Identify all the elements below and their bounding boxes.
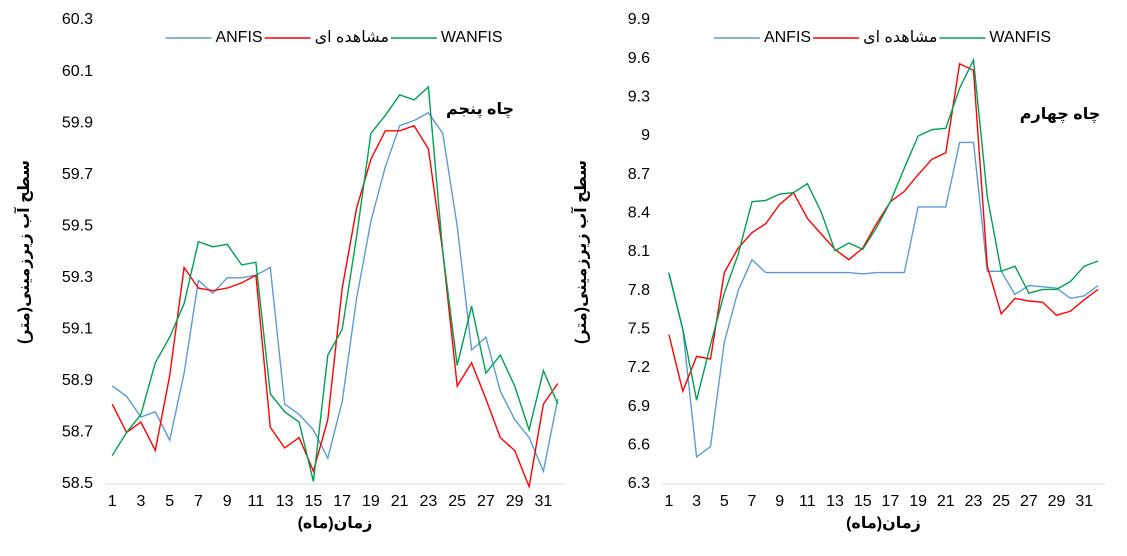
y-tick-label: 8.4 bbox=[628, 205, 650, 222]
x-tick-label: 1 bbox=[664, 493, 673, 510]
y-tick-label: 6.3 bbox=[628, 475, 650, 492]
x-tick-label: 23 bbox=[420, 493, 438, 510]
series-line bbox=[111, 124, 559, 490]
y-axis-title: سطح آب زیرزمینی(متر) bbox=[13, 160, 33, 344]
x-tick-label: 15 bbox=[305, 493, 323, 510]
x-tick-label: 23 bbox=[965, 493, 983, 510]
legend-label: مشاهده ای bbox=[315, 29, 389, 46]
y-tick-label: 58.5 bbox=[62, 475, 93, 492]
chart-title: چاه چهارم bbox=[1020, 106, 1100, 124]
x-tick-label: 21 bbox=[937, 493, 955, 510]
x-tick-label: 3 bbox=[136, 493, 145, 510]
x-tick-label: 29 bbox=[506, 493, 524, 510]
x-axis-title: زمان(ماه) bbox=[846, 515, 921, 532]
x-tick-label: 5 bbox=[165, 493, 174, 510]
x-axis-title: زمان(ماه) bbox=[298, 515, 373, 532]
y-tick-label: 8.1 bbox=[628, 243, 650, 260]
y-tick-label: 60.3 bbox=[62, 11, 93, 28]
x-tick-label: 1 bbox=[108, 493, 117, 510]
y-tick-label: 59.3 bbox=[62, 269, 93, 286]
series-line bbox=[668, 141, 1099, 459]
y-tick-label: 59.9 bbox=[62, 114, 93, 131]
x-tick-label: 9 bbox=[775, 493, 784, 510]
x-tick-label: 27 bbox=[477, 493, 495, 510]
x-tick-label: 11 bbox=[799, 493, 816, 510]
series-line bbox=[668, 57, 1099, 401]
x-tick-label: 27 bbox=[1020, 493, 1038, 510]
x-tick-label: 31 bbox=[1075, 493, 1093, 510]
y-tick-label: 60.1 bbox=[62, 63, 93, 80]
y-tick-label: 6.9 bbox=[628, 398, 650, 415]
x-tick-label: 11 bbox=[248, 493, 265, 510]
y-tick-label: 58.7 bbox=[62, 424, 93, 441]
y-tick-label: 59.1 bbox=[62, 321, 93, 338]
x-tick-label: 13 bbox=[826, 493, 844, 510]
x-tick-label: 15 bbox=[854, 493, 872, 510]
x-tick-label: 25 bbox=[992, 493, 1010, 510]
y-tick-label: 7.2 bbox=[628, 359, 650, 376]
y-tick-label: 9.6 bbox=[628, 50, 650, 67]
legend-label: مشاهده ای bbox=[863, 29, 937, 46]
y-axis-title: سطح آب زیرزمینی(متر) bbox=[570, 160, 590, 344]
y-tick-label: 59.5 bbox=[62, 217, 93, 234]
chart-title: چاه پنجم bbox=[446, 101, 514, 119]
legend-label: WANFIS bbox=[441, 29, 503, 46]
x-tick-label: 25 bbox=[448, 493, 466, 510]
x-tick-label: 7 bbox=[194, 493, 203, 510]
x-tick-label: 13 bbox=[276, 493, 294, 510]
x-tick-label: 21 bbox=[391, 493, 409, 510]
series-line bbox=[111, 85, 559, 482]
x-tick-label: 17 bbox=[333, 493, 351, 510]
x-tick-label: 9 bbox=[223, 493, 232, 510]
x-tick-label: 3 bbox=[692, 493, 701, 510]
y-tick-label: 9.3 bbox=[628, 89, 650, 106]
x-tick-label: 7 bbox=[748, 493, 757, 510]
x-tick-label: 5 bbox=[720, 493, 729, 510]
legend-label: ANFIS bbox=[764, 29, 811, 46]
y-tick-label: 9 bbox=[641, 127, 650, 144]
legend-label: WANFIS bbox=[989, 29, 1051, 46]
series-line bbox=[111, 111, 559, 474]
x-tick-label: 31 bbox=[535, 493, 553, 510]
y-tick-label: 7.5 bbox=[628, 321, 650, 338]
y-tick-label: 8.7 bbox=[628, 166, 650, 183]
x-tick-label: 29 bbox=[1048, 493, 1066, 510]
legend-label: ANFIS bbox=[215, 29, 262, 46]
x-tick-label: 19 bbox=[362, 493, 380, 510]
y-tick-label: 9.9 bbox=[628, 11, 650, 28]
y-tick-label: 7.8 bbox=[628, 282, 650, 299]
y-tick-label: 58.9 bbox=[62, 372, 93, 389]
x-tick-label: 17 bbox=[882, 493, 900, 510]
y-tick-label: 59.7 bbox=[62, 166, 93, 183]
x-tick-label: 19 bbox=[909, 493, 927, 510]
y-tick-label: 6.6 bbox=[628, 437, 650, 454]
